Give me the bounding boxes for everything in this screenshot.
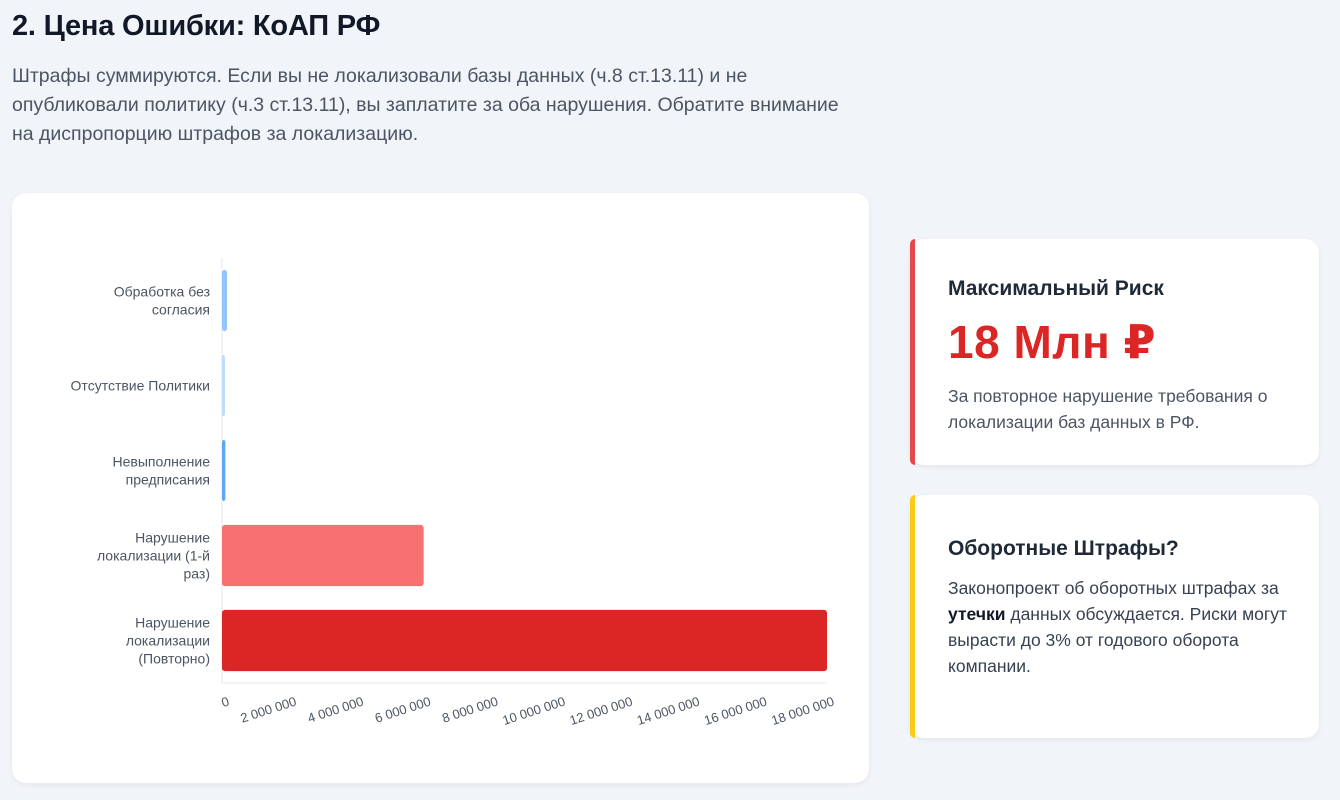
category-label-line: Обработка без (114, 284, 210, 300)
category-label-line: раз) (184, 566, 211, 582)
bar-2 (222, 354, 225, 417)
turnover-accent-bar (910, 495, 915, 738)
x-tick-label-0: 0 (219, 694, 231, 711)
turnover-text-end: данных обсуждается. Риски могут вырасти … (948, 604, 1288, 676)
fines-chart-card: Обработка без согласия Отсутствие Политики… (12, 193, 869, 783)
turnover-fines-card: Оборотные Штрафы? Законопроект об оборот… (910, 495, 1319, 738)
category-label-3: Невыполнение предписания (113, 454, 211, 488)
x-tick-label-7: 14 000 000 (635, 694, 702, 728)
category-label-4: Нарушение локализации (1-й раз) (97, 530, 210, 582)
category-label-line: (Повторно) (138, 651, 210, 667)
x-tick-label-8: 16 000 000 (702, 694, 769, 728)
x-tick-label-6: 12 000 000 (568, 694, 635, 728)
x-tick-label-1: 2 000 000 (239, 694, 299, 726)
x-tick-label-2: 4 000 000 (306, 694, 366, 726)
fines-bar-chart: Обработка без согласия Отсутствие Политики… (71, 258, 836, 728)
category-label-line: согласия (152, 302, 210, 318)
category-label-line: Нарушение (135, 615, 210, 631)
max-risk-card: Максимальный Риск 18 Млн ₽ За повторное … (910, 239, 1319, 465)
x-tick-label-3: 6 000 000 (373, 694, 433, 726)
category-label-2: Отсутствие Политики (71, 378, 210, 394)
category-label-5: Нарушение локализации (Повторно) (126, 615, 210, 667)
bar-3 (222, 439, 226, 502)
category-label-line: Отсутствие Политики (71, 378, 210, 394)
category-label-1: Обработка без согласия (114, 284, 210, 318)
page-title: 2. Цена Ошибки: КоАП РФ (12, 10, 381, 42)
x-tick-label-4: 8 000 000 (440, 694, 500, 726)
max-risk-accent-bar (910, 239, 915, 465)
bar-5 (222, 609, 827, 672)
max-risk-value: 18 Млн ₽ (948, 316, 1157, 368)
turnover-text-start: Законопроект об оборотных штрафах за (948, 578, 1279, 598)
intro-paragraph: Штрафы суммируются. Если вы не локализов… (12, 65, 839, 145)
bar-1 (222, 269, 228, 332)
max-risk-heading: Максимальный Риск (948, 277, 1164, 300)
category-label-line: локализации (1-й (97, 548, 210, 564)
x-tick-label-5: 10 000 000 (501, 694, 568, 728)
category-label-line: Нарушение (135, 530, 210, 546)
category-label-line: предписания (126, 472, 210, 488)
max-risk-description: За повторное нарушение требования о лока… (948, 386, 1268, 432)
turnover-text-bold: утечки (948, 604, 1006, 624)
turnover-heading: Оборотные Штрафы? (948, 537, 1179, 560)
turnover-description: Законопроект об оборотных штрафах за уте… (948, 575, 1291, 679)
x-tick-label-9: 18 000 000 (769, 694, 836, 728)
bar-4 (222, 524, 424, 587)
category-label-line: Невыполнение (113, 454, 211, 470)
category-label-line: локализации (126, 633, 210, 649)
